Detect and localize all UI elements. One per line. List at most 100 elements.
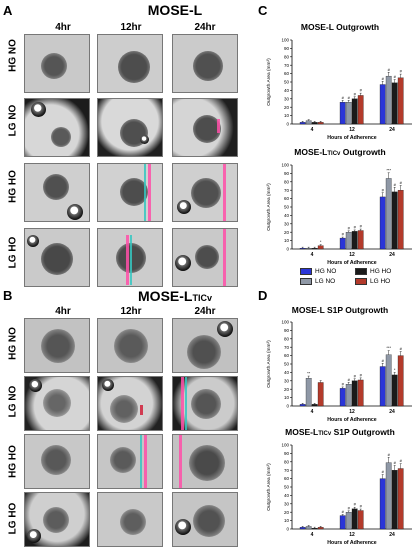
bar (299, 122, 306, 125)
bar (339, 102, 346, 125)
chart-4-title-sub: TICv (318, 431, 332, 437)
y-tick-label: 60 (284, 476, 290, 481)
bar (317, 382, 324, 407)
well-image (172, 434, 238, 489)
panel-a-row-lg-ho: LG HO (7, 236, 19, 269)
chart-mose-l-ticv-outgrowth: 0 10 20 30 40 50 60 70 80 90 100 Outgrowth Area (mm… (266, 163, 412, 266)
y-tick-label: 80 (284, 459, 290, 464)
bar (317, 122, 324, 125)
bar (391, 374, 398, 407)
significance-marker: # (360, 504, 363, 509)
panel-b-row-hg-no: HG NO (7, 327, 19, 360)
legend-item-hg-no: HG NO (300, 268, 336, 275)
bar (391, 191, 398, 250)
bar (311, 528, 318, 530)
y-tick-label: 90 (284, 451, 290, 456)
panel-a-letter: A (3, 3, 13, 18)
significance-marker: # (348, 95, 351, 100)
legend-label: HG HO (370, 268, 392, 276)
panel-a-row-lg-no: LG NO (7, 104, 19, 137)
well-image (24, 376, 90, 431)
bar (299, 248, 306, 250)
well-image (172, 228, 238, 287)
x-tick-label: 4 (311, 409, 314, 415)
significance-marker: # (388, 452, 391, 457)
significance-marker: # (400, 458, 403, 463)
bar (351, 231, 358, 250)
bar (305, 120, 312, 125)
y-tick-label: 10 (284, 113, 290, 118)
y-tick-label: 90 (284, 171, 290, 176)
y-tick-label: 70 (284, 63, 290, 68)
x-tick-label: 4 (311, 532, 314, 538)
significance-marker: # (382, 358, 385, 363)
y-tick-label: 40 (284, 493, 290, 498)
chart-2-title: MOSE-LTICv Outgrowth (265, 147, 415, 157)
bar (385, 75, 392, 125)
legend-label: HG NO (315, 268, 337, 276)
significance-marker: # (394, 74, 397, 79)
y-axis-label: Outgrowth Area (mm²) (266, 183, 272, 231)
y-tick-label: 0 (286, 527, 289, 532)
significance-marker: * (394, 367, 396, 372)
legend-label: LG HO (370, 278, 391, 286)
legend-swatch (300, 278, 312, 285)
bar (299, 527, 306, 530)
significance-marker: # (360, 372, 363, 377)
y-tick-label: 20 (284, 105, 290, 110)
chart-mose-l-outgrowth: 0 10 20 30 40 50 60 70 80 90 100 Outgrowth Area (mm… (266, 38, 412, 141)
panel-a-row-hg-ho: HG HO (7, 170, 19, 203)
bar (397, 468, 404, 530)
bar (317, 527, 324, 530)
chart-2-title-sub: TICv (327, 151, 341, 157)
legend-item-lg-ho: LG HO (355, 278, 390, 285)
y-tick-label: 70 (284, 345, 290, 350)
well-image (97, 434, 163, 489)
significance-marker: # (342, 95, 345, 100)
panel-a-col-4hr: 4hr (55, 22, 71, 33)
bar (385, 178, 392, 250)
x-axis-label: Hours of Adherence (327, 135, 376, 141)
significance-marker: # (354, 502, 357, 507)
chart-mose-l-ticv-s1p-outgrowth: 0 10 20 30 40 50 60 70 80 90 100 Outgrowth Area (mm… (266, 443, 412, 546)
y-tick-label: 30 (284, 378, 290, 383)
y-tick-label: 80 (284, 336, 290, 341)
significance-marker: # (354, 373, 357, 378)
well-image (172, 492, 238, 547)
y-tick-label: 100 (281, 320, 289, 325)
y-tick-label: 10 (284, 395, 290, 400)
bar (391, 470, 398, 530)
bar (385, 354, 392, 407)
significance-marker: # (360, 88, 363, 93)
chart-3-title: MOSE-L S1P Outgrowth (291, 305, 389, 315)
y-tick-label: 100 (281, 443, 289, 448)
panel-d-letter: D (258, 288, 268, 303)
bar (339, 237, 346, 250)
x-tick-label: 24 (389, 532, 395, 538)
panel-a-col-12hr: 12hr (120, 22, 142, 33)
y-axis-label: Outgrowth Area (mm²) (266, 58, 272, 106)
panel-c-letter: C (258, 3, 268, 18)
chart-4-title-main: MOSE-L (285, 427, 319, 437)
chart-mose-l-s1p-outgrowth: 0 10 20 30 40 50 60 70 80 90 100 Outgrowth Area (mm… (266, 320, 412, 423)
legend-swatch (355, 268, 367, 275)
x-axis-label: Hours of Adherence (327, 540, 376, 546)
x-tick-label: 12 (349, 532, 355, 538)
y-tick-label: 50 (284, 362, 290, 367)
significance-marker: # (360, 224, 363, 229)
well-image (97, 34, 163, 93)
well-image (97, 318, 163, 373)
x-tick-label: 4 (311, 252, 314, 258)
significance-marker: # (400, 69, 403, 74)
significance-marker: * (320, 239, 322, 244)
y-tick-label: 30 (284, 96, 290, 101)
panel-b-row-lg-ho: LG HO (7, 502, 19, 535)
x-tick-label: 4 (311, 127, 314, 133)
y-tick-label: 80 (284, 54, 290, 59)
bar (357, 230, 364, 250)
well-image (97, 376, 163, 431)
bar (317, 245, 324, 250)
well-image (97, 228, 163, 287)
bar (379, 478, 386, 530)
y-tick-label: 70 (284, 188, 290, 193)
